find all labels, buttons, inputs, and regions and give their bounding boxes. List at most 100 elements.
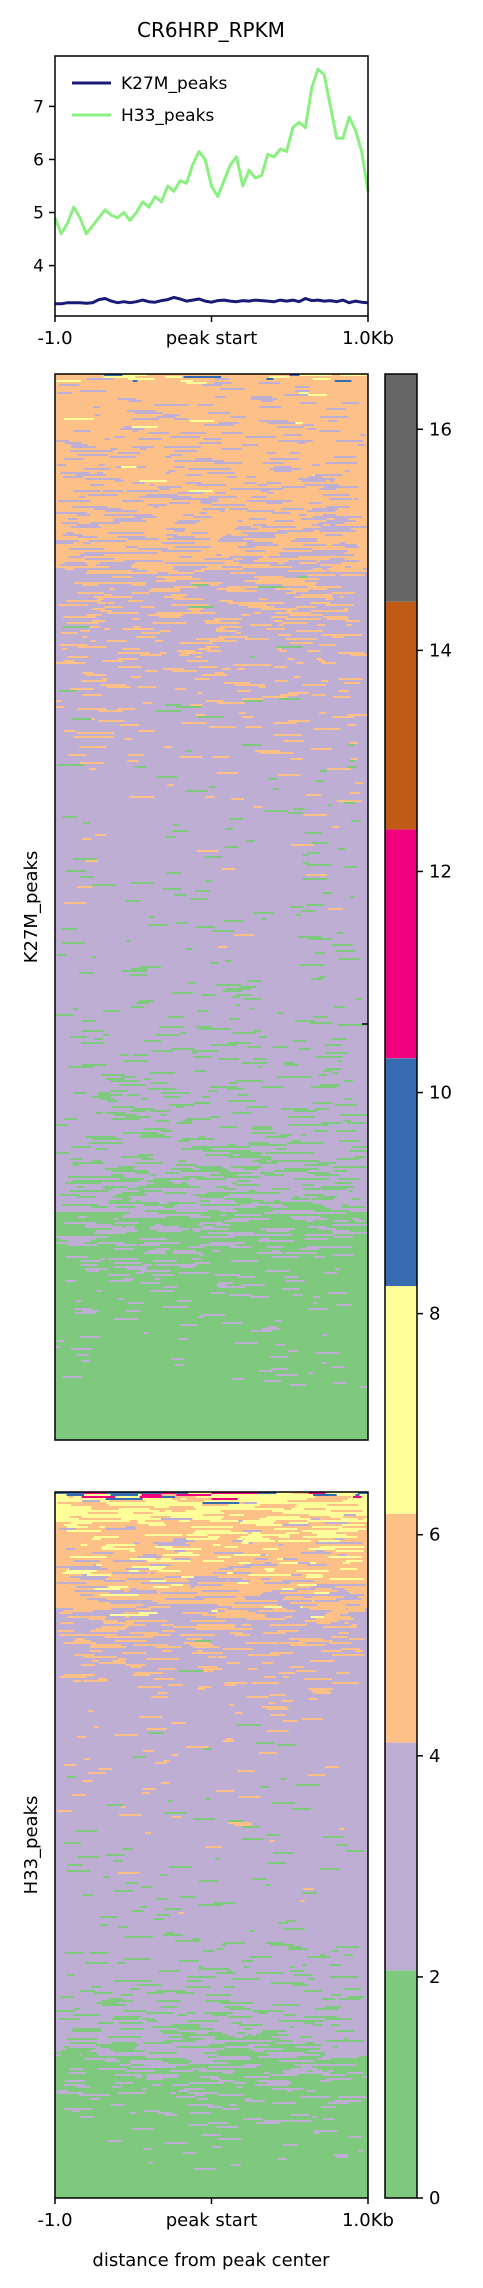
k27m-cell-streak [111,1170,149,1172]
h33-cell-streak [344,1954,354,1956]
h33-cell-streak [272,2004,300,2006]
k27m-cell-streak [121,1076,136,1078]
k27m-cell-streak [290,758,303,760]
k27m-cell-streak [339,516,362,518]
k27m-cell-streak [266,1246,284,1248]
h33-cell-streak [164,1548,201,1550]
h33-cell-streak [263,1514,287,1516]
k27m-cell-streak [131,446,154,448]
k27m-cell-streak [279,576,284,578]
k27m-cell-streak [80,1264,98,1266]
k27m-cell-row [55,684,368,686]
k27m-cell-streak [303,814,327,816]
k27m-cell-streak [266,578,297,580]
h33-cell-streak [79,2116,95,2118]
h33-cell-streak [325,2006,342,2008]
k27m-cell-streak [216,554,222,556]
h33-cell-streak [164,1908,182,1910]
k27m-cell-streak [327,618,349,620]
k27m-cell-row [55,444,368,446]
k27m-cell-streak [74,582,110,584]
h33-cell-streak [110,1602,148,1604]
k27m-cell-streak [227,1100,256,1102]
k27m-cell-streak [64,458,84,460]
k27m-cell-streak [59,564,88,566]
k27m-cell-row [55,1084,368,1086]
h33-cell-row [55,2080,368,2082]
k27m-cell-streak [270,1356,289,1358]
k27m-cell-streak [100,1258,106,1260]
h33-cell-streak [304,2052,325,2054]
k27m-cell-streak [168,1264,198,1266]
k27m-cell-streak [259,1162,278,1164]
k27m-cell-streak [314,952,326,954]
h33-cell-row [55,1838,368,1840]
h33-cell-row [55,1812,368,1814]
h33-cell-row [55,2068,368,2070]
h33-cell-streak [293,1600,306,1602]
k27m-cell-streak [152,622,187,624]
k27m-cell-streak [274,470,292,472]
h33-cell-streak [257,1534,284,1536]
k27m-cell-streak [230,416,247,418]
k27m-cell-streak [284,1168,319,1170]
k27m-cell-streak [278,698,301,700]
k27m-cell-row [55,1360,368,1362]
k27m-cell-streak [216,1284,227,1286]
h33-cell-row [55,2126,368,2128]
h33-cell-streak [133,1512,153,1514]
colorbar-band [385,374,417,602]
k27m-cell-row [55,830,368,832]
h33-cell-streak [273,1852,294,1854]
k27m-cell-streak [316,624,326,626]
k27m-cell-row [55,892,368,894]
k27m-cell-streak [59,644,88,646]
h33-cell-row [55,1698,368,1700]
h33-cell-streak [193,1818,215,1820]
k27m-cell-streak [161,1082,168,1084]
k27m-cell-streak [197,1010,209,1012]
h33-cell-streak [90,1952,109,1954]
k27m-cell-row [55,1234,368,1236]
k27m-cell-streak [294,676,301,678]
h33-cell-streak [243,1510,272,1512]
k27m-cell-streak [92,478,121,480]
h33-cell-streak [121,1806,126,1808]
k27m-cell-streak [219,1126,237,1128]
k27m-cell-row [55,876,368,878]
k27m-cell-streak [179,654,189,656]
h33-cell-streak [56,2010,75,2012]
k27m-cell-streak [169,404,189,406]
h33-cell-streak [302,1530,339,1532]
k27m-cell-row [55,1384,368,1386]
k27m-cell-streak [207,412,231,414]
h33-cell-streak [251,1682,280,1684]
k27m-cell-row [55,1406,368,1408]
h33-cell-streak [299,2036,312,2038]
k27m-cell-streak [307,1234,316,1236]
k27m-cell-streak [137,568,174,570]
k27m-cell-streak [284,1062,295,1064]
k27m-cell-streak [264,1174,285,1176]
h33-cell-streak [149,1522,164,1524]
h33-cell-row [55,1638,368,1640]
k27m-cell-row [55,814,368,816]
h33-cell-streak [75,1638,85,1640]
k27m-cell-streak [165,704,182,706]
h33-cell-streak [193,1520,210,1522]
k27m-cell-row [55,374,368,376]
k27m-cell-streak [195,638,208,640]
k27m-cell-row [55,1032,368,1034]
h33-cell-streak [282,1606,301,1608]
k27m-cell-streak [285,638,317,640]
h33-cell-streak [221,1518,260,1520]
h33-cell-streak [238,1562,251,1564]
k27m-cell-row [55,450,368,452]
k27m-cell-row [55,898,368,900]
k27m-cell-streak [248,518,266,520]
k27m-cell-streak [285,1280,305,1282]
k27m-cell-streak [55,1346,61,1348]
k27m-cell-streak [104,1168,134,1170]
k27m-cell-streak [218,540,254,542]
h33-cell-streak [158,1582,198,1584]
